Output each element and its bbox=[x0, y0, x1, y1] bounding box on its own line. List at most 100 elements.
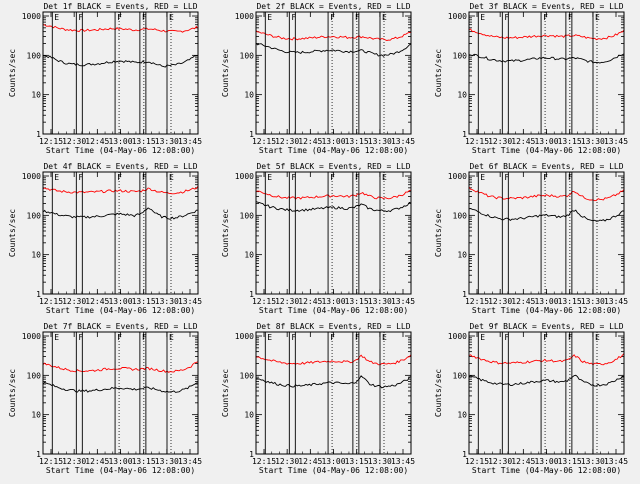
marker-label: F bbox=[568, 333, 573, 342]
chart-title: Det 9f BLACK = Events, RED = LLD bbox=[469, 322, 623, 331]
x-tick-label: 13:45 bbox=[391, 137, 415, 146]
marker-label: E bbox=[480, 173, 485, 182]
events-series-line bbox=[468, 374, 625, 387]
x-tick-label: 12:45 bbox=[511, 297, 535, 306]
y-tick-label: 1000 bbox=[235, 332, 254, 341]
lld-series-line bbox=[42, 185, 199, 195]
plot-frame bbox=[468, 171, 625, 295]
x-axis-label: Start Time (04-May-06 12:08:00) bbox=[259, 466, 408, 475]
marker-label: E bbox=[382, 13, 387, 22]
x-tick-label: 13:15 bbox=[345, 137, 369, 146]
x-tick-label: 12:45 bbox=[298, 297, 322, 306]
marker-label: E bbox=[480, 333, 485, 342]
events-series-line bbox=[468, 53, 625, 64]
x-tick-label: 13:15 bbox=[558, 297, 582, 306]
plot-frame bbox=[42, 331, 199, 455]
marker-label: F bbox=[142, 173, 147, 182]
x-tick-label: 13:45 bbox=[604, 137, 628, 146]
plot-frame bbox=[255, 331, 412, 455]
x-tick-label: 12:30 bbox=[488, 137, 512, 146]
y-tick-label: 10 bbox=[457, 251, 467, 260]
detector-chart: Det 4f BLACK = Events, RED = LLD Counts/s… bbox=[8, 162, 202, 315]
x-tick-label: 13:30 bbox=[368, 137, 392, 146]
x-axis-label: Start Time (04-May-06 12:08:00) bbox=[259, 146, 408, 155]
events-series-line bbox=[255, 42, 412, 57]
x-tick-label: 13:00 bbox=[321, 457, 345, 466]
x-tick-label: 13:30 bbox=[155, 297, 179, 306]
marker-label: E bbox=[267, 13, 272, 22]
chart-title: Det 1f BLACK = Events, RED = LLD bbox=[43, 2, 197, 11]
lld-series-line bbox=[255, 354, 412, 366]
marker-label: E bbox=[595, 333, 600, 342]
y-axis-label: Counts/sec bbox=[8, 209, 17, 257]
x-tick-label: 12:15 bbox=[39, 457, 63, 466]
marker-label: E bbox=[595, 13, 600, 22]
x-axis-label: Start Time (04-May-06 12:08:00) bbox=[46, 146, 195, 155]
x-tick-label: 13:30 bbox=[155, 137, 179, 146]
chart-title: Det 7f BLACK = Events, RED = LLD bbox=[43, 322, 197, 331]
y-tick-label: 100 bbox=[27, 371, 42, 380]
marker-label: F bbox=[291, 173, 296, 182]
x-tick-label: 12:30 bbox=[275, 137, 299, 146]
x-tick-label: 13:45 bbox=[604, 297, 628, 306]
y-tick-label: 100 bbox=[27, 211, 42, 220]
marker-label: E bbox=[169, 173, 174, 182]
x-tick-label: 12:30 bbox=[488, 297, 512, 306]
x-tick-label: 12:30 bbox=[62, 457, 86, 466]
x-axis-label: Start Time (04-May-06 12:08:00) bbox=[46, 466, 195, 475]
chart-title: Det 4f BLACK = Events, RED = LLD bbox=[43, 162, 197, 171]
marker-label: E bbox=[267, 173, 272, 182]
marker-label: F bbox=[543, 173, 548, 182]
x-tick-label: 12:15 bbox=[252, 137, 276, 146]
marker-label: E bbox=[54, 333, 59, 342]
y-tick-label: 10 bbox=[31, 91, 41, 100]
events-series-line bbox=[468, 208, 624, 222]
x-tick-label: 12:45 bbox=[85, 297, 109, 306]
marker-label: E bbox=[169, 13, 174, 22]
x-axis-label: Start Time (04-May-06 12:08:00) bbox=[472, 466, 621, 475]
marker-label: E bbox=[382, 333, 387, 342]
marker-label: F bbox=[330, 13, 335, 22]
x-tick-label: 13:00 bbox=[534, 297, 558, 306]
y-tick-label: 10 bbox=[244, 251, 254, 260]
y-tick-label: 1000 bbox=[22, 12, 41, 21]
x-tick-label: 13:15 bbox=[558, 457, 582, 466]
marker-label: F bbox=[117, 173, 122, 182]
x-tick-label: 12:30 bbox=[62, 297, 86, 306]
x-tick-label: 12:30 bbox=[275, 457, 299, 466]
y-tick-label: 1 bbox=[36, 290, 41, 299]
y-tick-label: 100 bbox=[240, 211, 255, 220]
marker-label: E bbox=[267, 333, 272, 342]
chart-title: Det 2f BLACK = Events, RED = LLD bbox=[256, 2, 410, 11]
x-tick-label: 12:15 bbox=[252, 297, 276, 306]
marker-label: E bbox=[54, 173, 59, 182]
x-tick-label: 12:30 bbox=[275, 297, 299, 306]
marker-label: F bbox=[330, 173, 335, 182]
marker-label: F bbox=[78, 13, 83, 22]
lld-series-line bbox=[42, 361, 199, 373]
x-tick-label: 13:30 bbox=[368, 457, 392, 466]
y-tick-label: 1000 bbox=[448, 12, 467, 21]
x-tick-label: 13:00 bbox=[108, 457, 132, 466]
marker-label: F bbox=[504, 333, 509, 342]
x-tick-label: 13:45 bbox=[604, 457, 628, 466]
y-tick-label: 100 bbox=[27, 51, 42, 60]
x-tick-label: 13:00 bbox=[108, 297, 132, 306]
x-tick-label: 13:45 bbox=[178, 137, 202, 146]
y-tick-label: 1 bbox=[462, 290, 467, 299]
y-tick-label: 1000 bbox=[22, 172, 41, 181]
marker-label: F bbox=[142, 333, 147, 342]
detector-chart: Det 7f BLACK = Events, RED = LLD Counts/s… bbox=[8, 322, 202, 475]
marker-label: E bbox=[480, 13, 485, 22]
plot-frame bbox=[255, 11, 412, 135]
marker-label: F bbox=[142, 13, 147, 22]
marker-label: F bbox=[330, 333, 335, 342]
detector-chart: Det 5f BLACK = Events, RED = LLD Counts/s… bbox=[221, 162, 415, 315]
detector-chart: Det 8f BLACK = Events, RED = LLD Counts/s… bbox=[221, 322, 415, 475]
events-series-line bbox=[256, 375, 412, 389]
chart-title: Det 3f BLACK = Events, RED = LLD bbox=[469, 2, 623, 11]
lld-series-line bbox=[255, 189, 412, 200]
x-tick-label: 13:30 bbox=[581, 137, 605, 146]
y-axis-label: Counts/sec bbox=[8, 49, 17, 97]
